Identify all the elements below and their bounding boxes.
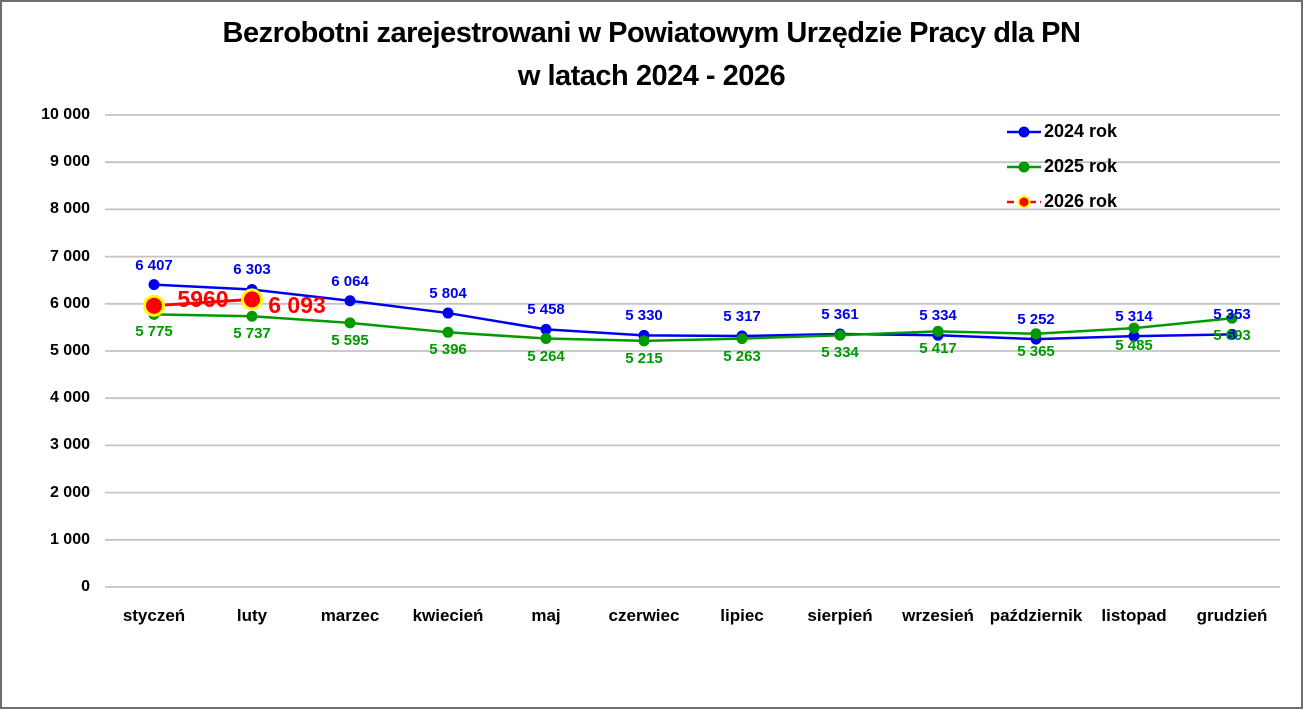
y-tick-label: 10 000 — [41, 106, 90, 123]
data-point-2025-rok — [442, 326, 454, 338]
data-point-2024-rok — [344, 295, 356, 307]
data-label-2026-rok: 6 093 — [268, 292, 326, 319]
data-label-2025-rok: 5 485 — [1115, 337, 1153, 355]
data-point-2024-rok — [1226, 328, 1238, 340]
data-label-2024-rok: 5 458 — [527, 301, 565, 319]
data-label-2025-rok: 5 595 — [331, 331, 369, 349]
data-point-2025-rok — [1030, 328, 1042, 340]
y-tick-label: 9 000 — [49, 153, 90, 171]
x-category-label: listopad — [1101, 606, 1167, 625]
y-tick-label: 7 000 — [49, 247, 90, 265]
y-tick-label: 0 — [81, 578, 90, 595]
y-tick-label: 8 000 — [49, 200, 90, 218]
data-point-2025-rok — [736, 333, 748, 345]
data-label-2025-rok: 5 263 — [723, 347, 761, 365]
data-label-2026-rok: 5960 — [177, 285, 229, 312]
series-line-2026-rok — [153, 297, 253, 308]
x-category-label: luty — [236, 606, 268, 625]
y-tick-label: 1 000 — [49, 530, 90, 548]
data-label-2025-rok: 5 264 — [527, 347, 565, 365]
data-label-2025-rok: 5 693 — [1213, 327, 1251, 345]
data-point-2025-rok — [638, 335, 650, 347]
x-category-label: marzec — [320, 606, 380, 625]
x-category-label: wrzesień — [902, 606, 974, 625]
data-label-2024-rok: 5 334 — [919, 307, 957, 325]
data-label-2024-rok: 5 314 — [1115, 308, 1153, 326]
x-category-label: styczeń — [122, 606, 186, 625]
data-label-2025-rok: 5 334 — [821, 344, 859, 362]
x-category-label: październik — [989, 606, 1083, 625]
data-point-2024-rok — [540, 323, 552, 335]
data-label-2025-rok: 5 417 — [919, 340, 957, 358]
data-point-2025-rok — [1226, 312, 1238, 324]
data-label-2025-rok: 5 396 — [429, 341, 467, 359]
data-point-2024-rok — [1128, 330, 1140, 342]
data-label-2025-rok: 5 737 — [233, 325, 271, 343]
data-point-2024-rok — [442, 307, 454, 319]
data-label-2025-rok: 5 775 — [135, 323, 173, 341]
x-category-label: lipiec — [720, 606, 764, 625]
y-tick-label: 2 000 — [49, 483, 90, 501]
data-point-2025-rok — [344, 317, 356, 329]
data-label-2024-rok: 6 407 — [135, 256, 173, 274]
legend-item-2024-rok: 2024 rok — [1006, 114, 1117, 149]
series-line-2024-rok — [153, 283, 1233, 341]
chart-title-line-2: w latach 2024 - 2026 — [517, 60, 786, 92]
y-tick-label: 3 000 — [49, 436, 90, 454]
legend-item-2026-rok: 2026 rok — [1006, 184, 1117, 219]
x-category-label: kwiecień — [412, 606, 484, 625]
x-category-label: sierpień — [807, 606, 873, 625]
data-point-2026-rok — [241, 288, 263, 311]
legend: 2024 rok 2025 rok 2026 rok — [1006, 114, 1117, 219]
data-label-2024-rok: 5 353 — [1213, 306, 1251, 324]
data-label-2025-rok: 5 365 — [1017, 342, 1055, 360]
data-point-2025-rok — [932, 325, 944, 337]
data-point-2025-rok — [834, 329, 846, 341]
data-label-2024-rok: 5 804 — [429, 285, 467, 303]
data-point-2025-rok — [540, 333, 552, 345]
data-label-2024-rok: 6 064 — [331, 272, 369, 290]
y-tick-label: 4 000 — [49, 389, 90, 407]
data-point-2024-rok — [148, 279, 160, 291]
legend-label: 2026 rok — [1044, 191, 1118, 211]
data-label-2025-rok: 5 215 — [625, 349, 663, 367]
legend-label: 2025 rok — [1044, 156, 1118, 176]
x-category-label: maj — [531, 606, 561, 625]
legend-marker — [1007, 161, 1041, 172]
y-tick-label: 6 000 — [49, 294, 90, 312]
legend-dot — [1018, 126, 1030, 137]
legend-item-2025-rok: 2025 rok — [1006, 149, 1117, 184]
data-label-2024-rok: 5 330 — [625, 307, 663, 325]
series-line-2025-rok — [153, 313, 1233, 343]
y-tick-label: 5 000 — [49, 342, 90, 359]
legend-marker — [1007, 126, 1041, 137]
data-label-2024-rok: 5 317 — [723, 308, 761, 326]
chart-title-line-1: Bezrobotni zarejestrowani w Powiatowym U… — [222, 17, 1081, 49]
data-point-2026-rok — [143, 294, 165, 317]
chart-title: Bezrobotni zarejestrowani w Powiatowym U… — [2, 12, 1301, 98]
data-point-2025-rok — [1128, 322, 1140, 334]
data-label-2024-rok: 5 252 — [1017, 311, 1055, 329]
data-point-2025-rok — [246, 310, 258, 322]
x-category-label: czerwiec — [608, 606, 680, 625]
legend-label: 2024 rok — [1044, 121, 1118, 141]
x-category-label: grudzień — [1196, 606, 1268, 625]
legend-marker — [1007, 195, 1041, 208]
legend-dot — [1018, 161, 1030, 172]
data-label-2024-rok: 5 361 — [821, 305, 859, 323]
data-label-2024-rok: 6 303 — [233, 261, 271, 279]
legend-dot — [1017, 195, 1031, 208]
